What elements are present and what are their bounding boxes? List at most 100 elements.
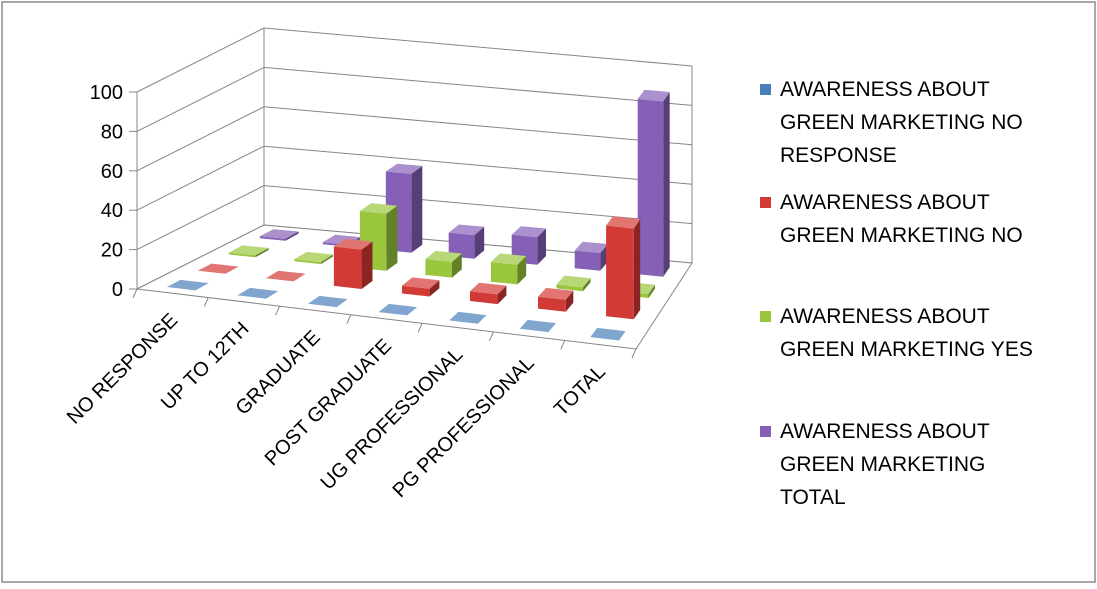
bar-top-face bbox=[574, 241, 608, 253]
legend-label: AWARENESS ABOUT bbox=[780, 305, 990, 328]
bar-front-face bbox=[606, 225, 634, 320]
bar-side-face bbox=[497, 285, 507, 305]
legend-item: AWARENESS ABOUT GREEN MARKETING NO bbox=[760, 191, 1023, 247]
bar-side-face bbox=[648, 284, 655, 298]
back-gridline bbox=[263, 66, 693, 106]
category-tick bbox=[203, 297, 209, 307]
legend-item: AWARENESS ABOUT GREEN MARKETING YES bbox=[760, 305, 1033, 361]
bar-side-face bbox=[633, 219, 641, 320]
bar-top-face bbox=[265, 270, 306, 282]
bar-top-face bbox=[606, 216, 641, 229]
bar-top-face bbox=[259, 229, 299, 239]
bar-top-face bbox=[556, 275, 591, 288]
y-tick-label: 40 bbox=[101, 200, 123, 222]
legend-label: RESPONSE bbox=[780, 144, 897, 167]
legend-label: AWARENESS ABOUT bbox=[780, 420, 990, 443]
category-tick bbox=[132, 288, 138, 299]
y-tick-label: 80 bbox=[101, 121, 123, 143]
bar bbox=[333, 238, 373, 289]
bar-top-face bbox=[470, 282, 507, 295]
bar bbox=[448, 224, 485, 259]
side-gridline bbox=[136, 145, 265, 211]
bar bbox=[265, 270, 306, 282]
bar bbox=[470, 282, 507, 305]
bar bbox=[259, 229, 299, 241]
bar-side-face bbox=[583, 278, 591, 292]
bar-front-face bbox=[333, 246, 362, 289]
bar-top-face bbox=[490, 253, 527, 265]
bar-side-face bbox=[517, 256, 527, 285]
bar-top-face bbox=[166, 279, 209, 291]
back-gridline bbox=[263, 145, 693, 185]
legend: AWARENESS ABOUT GREEN MARKETING NO RESPONS… bbox=[760, 78, 1033, 509]
bar-top-face bbox=[402, 277, 440, 289]
bar-front-face bbox=[294, 259, 321, 265]
legend-swatch bbox=[760, 426, 771, 437]
bar bbox=[294, 251, 333, 265]
bar bbox=[490, 253, 527, 285]
legend-swatch bbox=[760, 84, 771, 95]
bar-top-face bbox=[511, 226, 546, 238]
legend-label: TOTAL bbox=[780, 486, 846, 509]
bar-top-face bbox=[448, 224, 485, 236]
back-gridline bbox=[263, 27, 693, 67]
bar-front-face bbox=[556, 284, 583, 292]
side-gridline bbox=[136, 185, 265, 251]
bar bbox=[556, 275, 591, 292]
bar-front-face bbox=[448, 232, 475, 259]
bar-top-face bbox=[294, 251, 333, 263]
bar-top-face bbox=[237, 287, 279, 299]
bar-front-face bbox=[637, 98, 664, 277]
bar bbox=[449, 311, 487, 324]
bar bbox=[308, 295, 348, 308]
bar bbox=[574, 241, 608, 271]
bar bbox=[378, 303, 418, 316]
legend-swatch bbox=[760, 311, 771, 322]
bar bbox=[606, 216, 641, 320]
bar bbox=[590, 327, 626, 341]
bar-front-face bbox=[574, 250, 601, 271]
bar bbox=[519, 319, 556, 333]
y-tick-label: 0 bbox=[112, 279, 123, 301]
y-tick-label: 20 bbox=[101, 240, 123, 262]
bar-side-face bbox=[600, 244, 608, 271]
bar-top-face bbox=[385, 163, 423, 174]
bar-top-face bbox=[308, 295, 348, 308]
bar-top-face bbox=[359, 203, 398, 214]
side-gridline bbox=[136, 106, 265, 172]
category-tick bbox=[488, 331, 494, 342]
bar bbox=[197, 263, 239, 274]
bar-front-face bbox=[490, 262, 518, 285]
legend-item: AWARENESS ABOUT GREEN MARKETING TOTAL bbox=[760, 420, 990, 509]
bar bbox=[637, 89, 670, 277]
bar-side-face bbox=[663, 92, 670, 277]
bar bbox=[425, 250, 462, 278]
back-gridline bbox=[263, 106, 693, 146]
bar-top-face bbox=[538, 287, 574, 300]
bar-front-face bbox=[228, 252, 256, 258]
bar-side-face bbox=[452, 253, 462, 278]
category-tick bbox=[560, 340, 566, 350]
bar-top-face bbox=[449, 311, 487, 324]
legend-label: GREEN MARKETING NO bbox=[780, 224, 1023, 247]
bar-top-face bbox=[425, 250, 462, 262]
bar-side-face bbox=[474, 226, 485, 259]
category-tick bbox=[346, 314, 352, 324]
bar-side-face bbox=[285, 231, 299, 241]
category-tick bbox=[631, 348, 637, 359]
bar-top-face bbox=[590, 327, 626, 341]
legend-label: AWARENESS ABOUT bbox=[780, 191, 990, 214]
bar-top-face bbox=[637, 89, 670, 102]
bar-side-face bbox=[255, 248, 269, 258]
bar-top-face bbox=[197, 263, 239, 274]
legend-label: GREEN MARKETING YES bbox=[780, 338, 1033, 361]
bar-side-face bbox=[386, 205, 398, 271]
bar-top-face bbox=[333, 238, 373, 250]
legend-item: AWARENESS ABOUT GREEN MARKETING NO RESPONS… bbox=[760, 78, 1023, 167]
side-gridline bbox=[136, 27, 265, 93]
bar-front-face bbox=[538, 296, 566, 312]
legend-swatch bbox=[760, 197, 771, 208]
bar-side-face bbox=[565, 290, 574, 312]
category-tick bbox=[275, 305, 281, 316]
